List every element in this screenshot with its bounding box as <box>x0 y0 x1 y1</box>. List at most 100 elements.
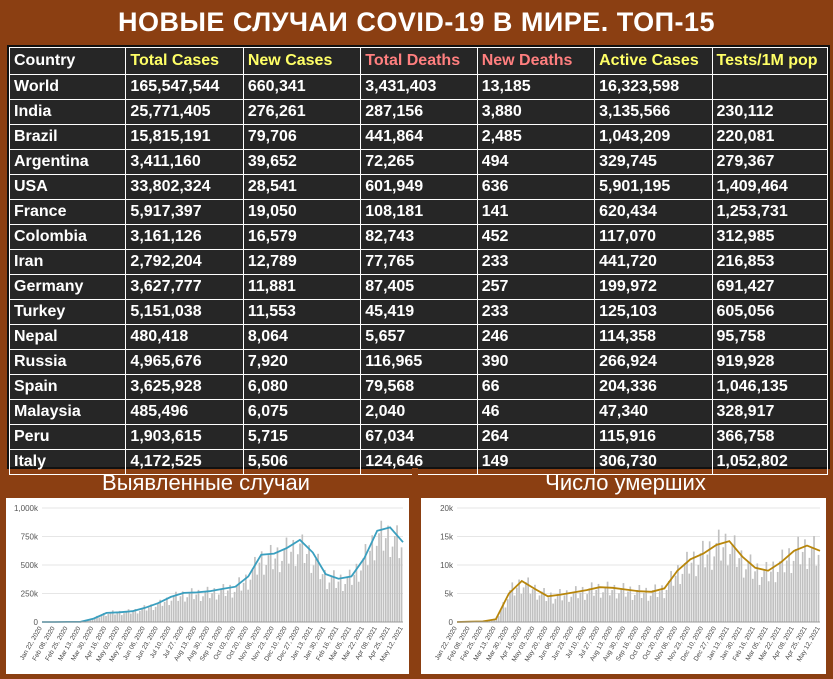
bar <box>725 534 727 622</box>
cell-total-deaths: 77,765 <box>361 250 477 275</box>
bar <box>204 592 206 622</box>
cell-new-deaths: 257 <box>477 275 594 300</box>
cell-tests-per-million: 919,928 <box>712 350 827 375</box>
bar <box>265 565 267 622</box>
bar <box>200 601 202 622</box>
bar <box>684 563 686 622</box>
y-tick-label: 20k <box>440 504 454 513</box>
cell-active-cases: 266,924 <box>595 350 712 375</box>
bar <box>815 566 817 622</box>
bar <box>738 558 740 622</box>
bar <box>277 547 279 622</box>
bar <box>784 572 786 622</box>
bar <box>729 554 731 622</box>
page-title: НОВЫЕ СЛУЧАИ COVID-19 В МИРЕ. ТОП-15 <box>0 0 833 44</box>
bar <box>146 611 148 622</box>
cell-new-deaths: 13,185 <box>477 75 594 100</box>
bar <box>297 554 299 622</box>
bar <box>800 564 802 622</box>
bar <box>534 585 536 622</box>
cell-country: USA <box>10 175 126 200</box>
bar <box>593 596 595 622</box>
bar <box>573 592 575 622</box>
bar <box>229 585 231 622</box>
bar <box>604 587 606 622</box>
bar <box>636 590 638 622</box>
bar <box>329 583 331 622</box>
bar <box>791 573 793 622</box>
bar <box>561 600 563 622</box>
cell-tests-per-million: 366,758 <box>712 425 827 450</box>
bar <box>288 564 290 622</box>
bar <box>779 561 781 622</box>
bar <box>777 572 779 622</box>
bar <box>326 589 328 622</box>
bar <box>380 521 382 622</box>
cases-chart-title: Выявленные случаи <box>0 468 412 498</box>
bar <box>232 598 234 622</box>
bar <box>772 562 774 622</box>
bar <box>545 601 547 622</box>
bar <box>582 587 584 622</box>
bar <box>675 576 677 622</box>
bar <box>564 595 566 622</box>
bar <box>634 595 636 622</box>
cell-total-deaths: 67,034 <box>361 425 477 450</box>
bar <box>555 599 557 622</box>
bar <box>270 545 272 622</box>
bar <box>369 551 371 622</box>
bar <box>611 590 613 622</box>
cell-country: Argentina <box>10 150 126 175</box>
bar <box>688 574 690 622</box>
bar <box>121 615 123 622</box>
bar <box>279 572 281 622</box>
cell-total-cases: 3,625,928 <box>126 375 243 400</box>
bar <box>811 547 813 622</box>
bar <box>736 567 738 622</box>
bar <box>292 540 294 622</box>
bar <box>505 607 507 622</box>
cell-tests-per-million <box>712 75 827 100</box>
cell-new-deaths: 264 <box>477 425 594 450</box>
cell-country: Turkey <box>10 300 126 325</box>
cell-tests-per-million: 279,367 <box>712 150 827 175</box>
cell-new-cases: 28,541 <box>243 175 360 200</box>
bar <box>213 588 215 622</box>
bar <box>398 558 400 622</box>
bar <box>114 615 116 622</box>
bar <box>125 611 127 622</box>
panel-divider <box>412 468 418 676</box>
bar <box>643 593 645 622</box>
bar <box>786 561 788 622</box>
bar <box>227 591 229 622</box>
bar <box>130 614 132 622</box>
bar <box>193 599 195 622</box>
bar <box>589 588 591 622</box>
bar <box>259 563 261 622</box>
bar <box>666 590 668 622</box>
bar <box>394 536 396 622</box>
cell-total-deaths: 5,657 <box>361 325 477 350</box>
cell-new-cases: 11,881 <box>243 275 360 300</box>
bar <box>392 547 394 622</box>
bar <box>283 549 285 622</box>
bar <box>629 587 631 622</box>
cell-active-cases: 114,358 <box>595 325 712 350</box>
bar <box>754 571 756 622</box>
bar <box>202 596 204 622</box>
bar <box>818 555 820 622</box>
bar <box>595 590 597 622</box>
bar <box>580 593 582 622</box>
bar <box>722 547 724 622</box>
bar <box>252 569 254 622</box>
deaths-chart-title: Число умерших <box>418 468 833 498</box>
cell-total-deaths: 82,743 <box>361 225 477 250</box>
cell-active-cases: 1,043,209 <box>595 125 712 150</box>
bar <box>568 602 570 622</box>
bar <box>132 612 134 622</box>
bar <box>383 551 385 622</box>
